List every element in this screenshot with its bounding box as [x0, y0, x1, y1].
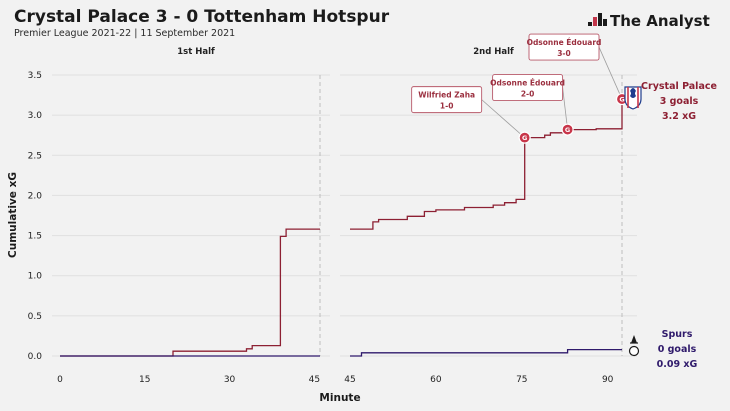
panel-title-second-half: 2nd Half	[473, 47, 514, 57]
spurs-summary: Spurs 0 goals 0.09 xG	[657, 329, 698, 370]
x-tick-label: 15	[139, 375, 150, 385]
y-tick-label: 3.0	[28, 111, 43, 121]
gridlines	[52, 74, 637, 357]
x-tick-label: 0	[57, 375, 63, 385]
spurs-name: Spurs	[662, 329, 693, 340]
crystal-palace-summary: Crystal Palace 3 goals 3.2 xG	[641, 81, 717, 122]
x-tick-label: 90	[602, 375, 614, 385]
spurs-goals: 0 goals	[658, 344, 697, 355]
x-tick-label: 30	[224, 375, 236, 385]
y-tick-label: 1.5	[28, 232, 42, 242]
series-line-crystal-palace-half2	[350, 98, 625, 230]
y-tick-label: 0.0	[28, 352, 43, 362]
goal-score-label: 2-0	[521, 90, 535, 99]
x-tick-label: 60	[430, 375, 442, 385]
goal-annotation-box	[492, 74, 564, 102]
goal-annotation-leader	[598, 46, 623, 100]
goal-score-label: 3-0	[557, 49, 571, 58]
series-line-crystal-palace-half1	[60, 228, 320, 357]
goal-annotation-leader	[562, 87, 568, 130]
crystal-palace-goals: 3 goals	[660, 96, 699, 107]
y-tick-label: 2.5	[28, 151, 42, 161]
brand-name: The Analyst	[610, 12, 710, 30]
tottenham-crest-icon	[628, 335, 640, 357]
goal-scorer-label: Odsonne Édouard	[490, 79, 565, 88]
y-tick-label: 2.0	[28, 191, 43, 201]
brand-logo: The Analyst	[588, 12, 710, 30]
crystal-palace-xg: 3.2 xG	[662, 111, 696, 122]
goal-annotation-leader	[481, 99, 525, 138]
crystal-palace-crest-icon	[624, 86, 642, 110]
x-tick-label: 45	[344, 375, 355, 385]
goal-marker-label: G	[522, 134, 527, 142]
panel-title-first-half: 1st Half	[177, 47, 215, 57]
goal-marker-label: G	[565, 126, 570, 134]
x-axis-label: Minute	[319, 392, 360, 404]
crystal-palace-name: Crystal Palace	[641, 81, 717, 92]
chart-marks: 0.0 0.5 1.0 1.5 2.0 2.5 3.0 3.5 0 15 30 45 45 60 75 90 W…	[28, 33, 629, 385]
page-subtitle: Premier League 2021-22 | 11 September 20…	[14, 28, 235, 39]
y-tick-label: 0.5	[28, 312, 42, 322]
goal-scorer-label: Wilfried Zaha	[418, 91, 475, 100]
goal-score-label: 1-0	[440, 102, 454, 111]
x-tick-label: 75	[516, 375, 527, 385]
spurs-xg: 0.09 xG	[657, 359, 698, 370]
page-title: Crystal Palace 3 - 0 Tottenham Hotspur	[14, 7, 390, 27]
goal-marker	[518, 131, 531, 144]
goal-scorer-label: Odsonne Édouard	[527, 38, 602, 47]
goal-marker-label: G	[619, 96, 624, 104]
goal-marker	[561, 123, 574, 136]
y-tick-label: 3.5	[28, 71, 42, 81]
goal-annotation-box	[411, 86, 483, 114]
series-line-spurs-half2	[350, 348, 622, 357]
analyst-logo-icon	[588, 13, 607, 26]
goal-annotation-box	[528, 33, 600, 61]
y-axis-label: Cumulative xG	[7, 172, 19, 258]
y-tick-label: 1.0	[28, 272, 43, 282]
x-tick-label: 45	[309, 375, 320, 385]
